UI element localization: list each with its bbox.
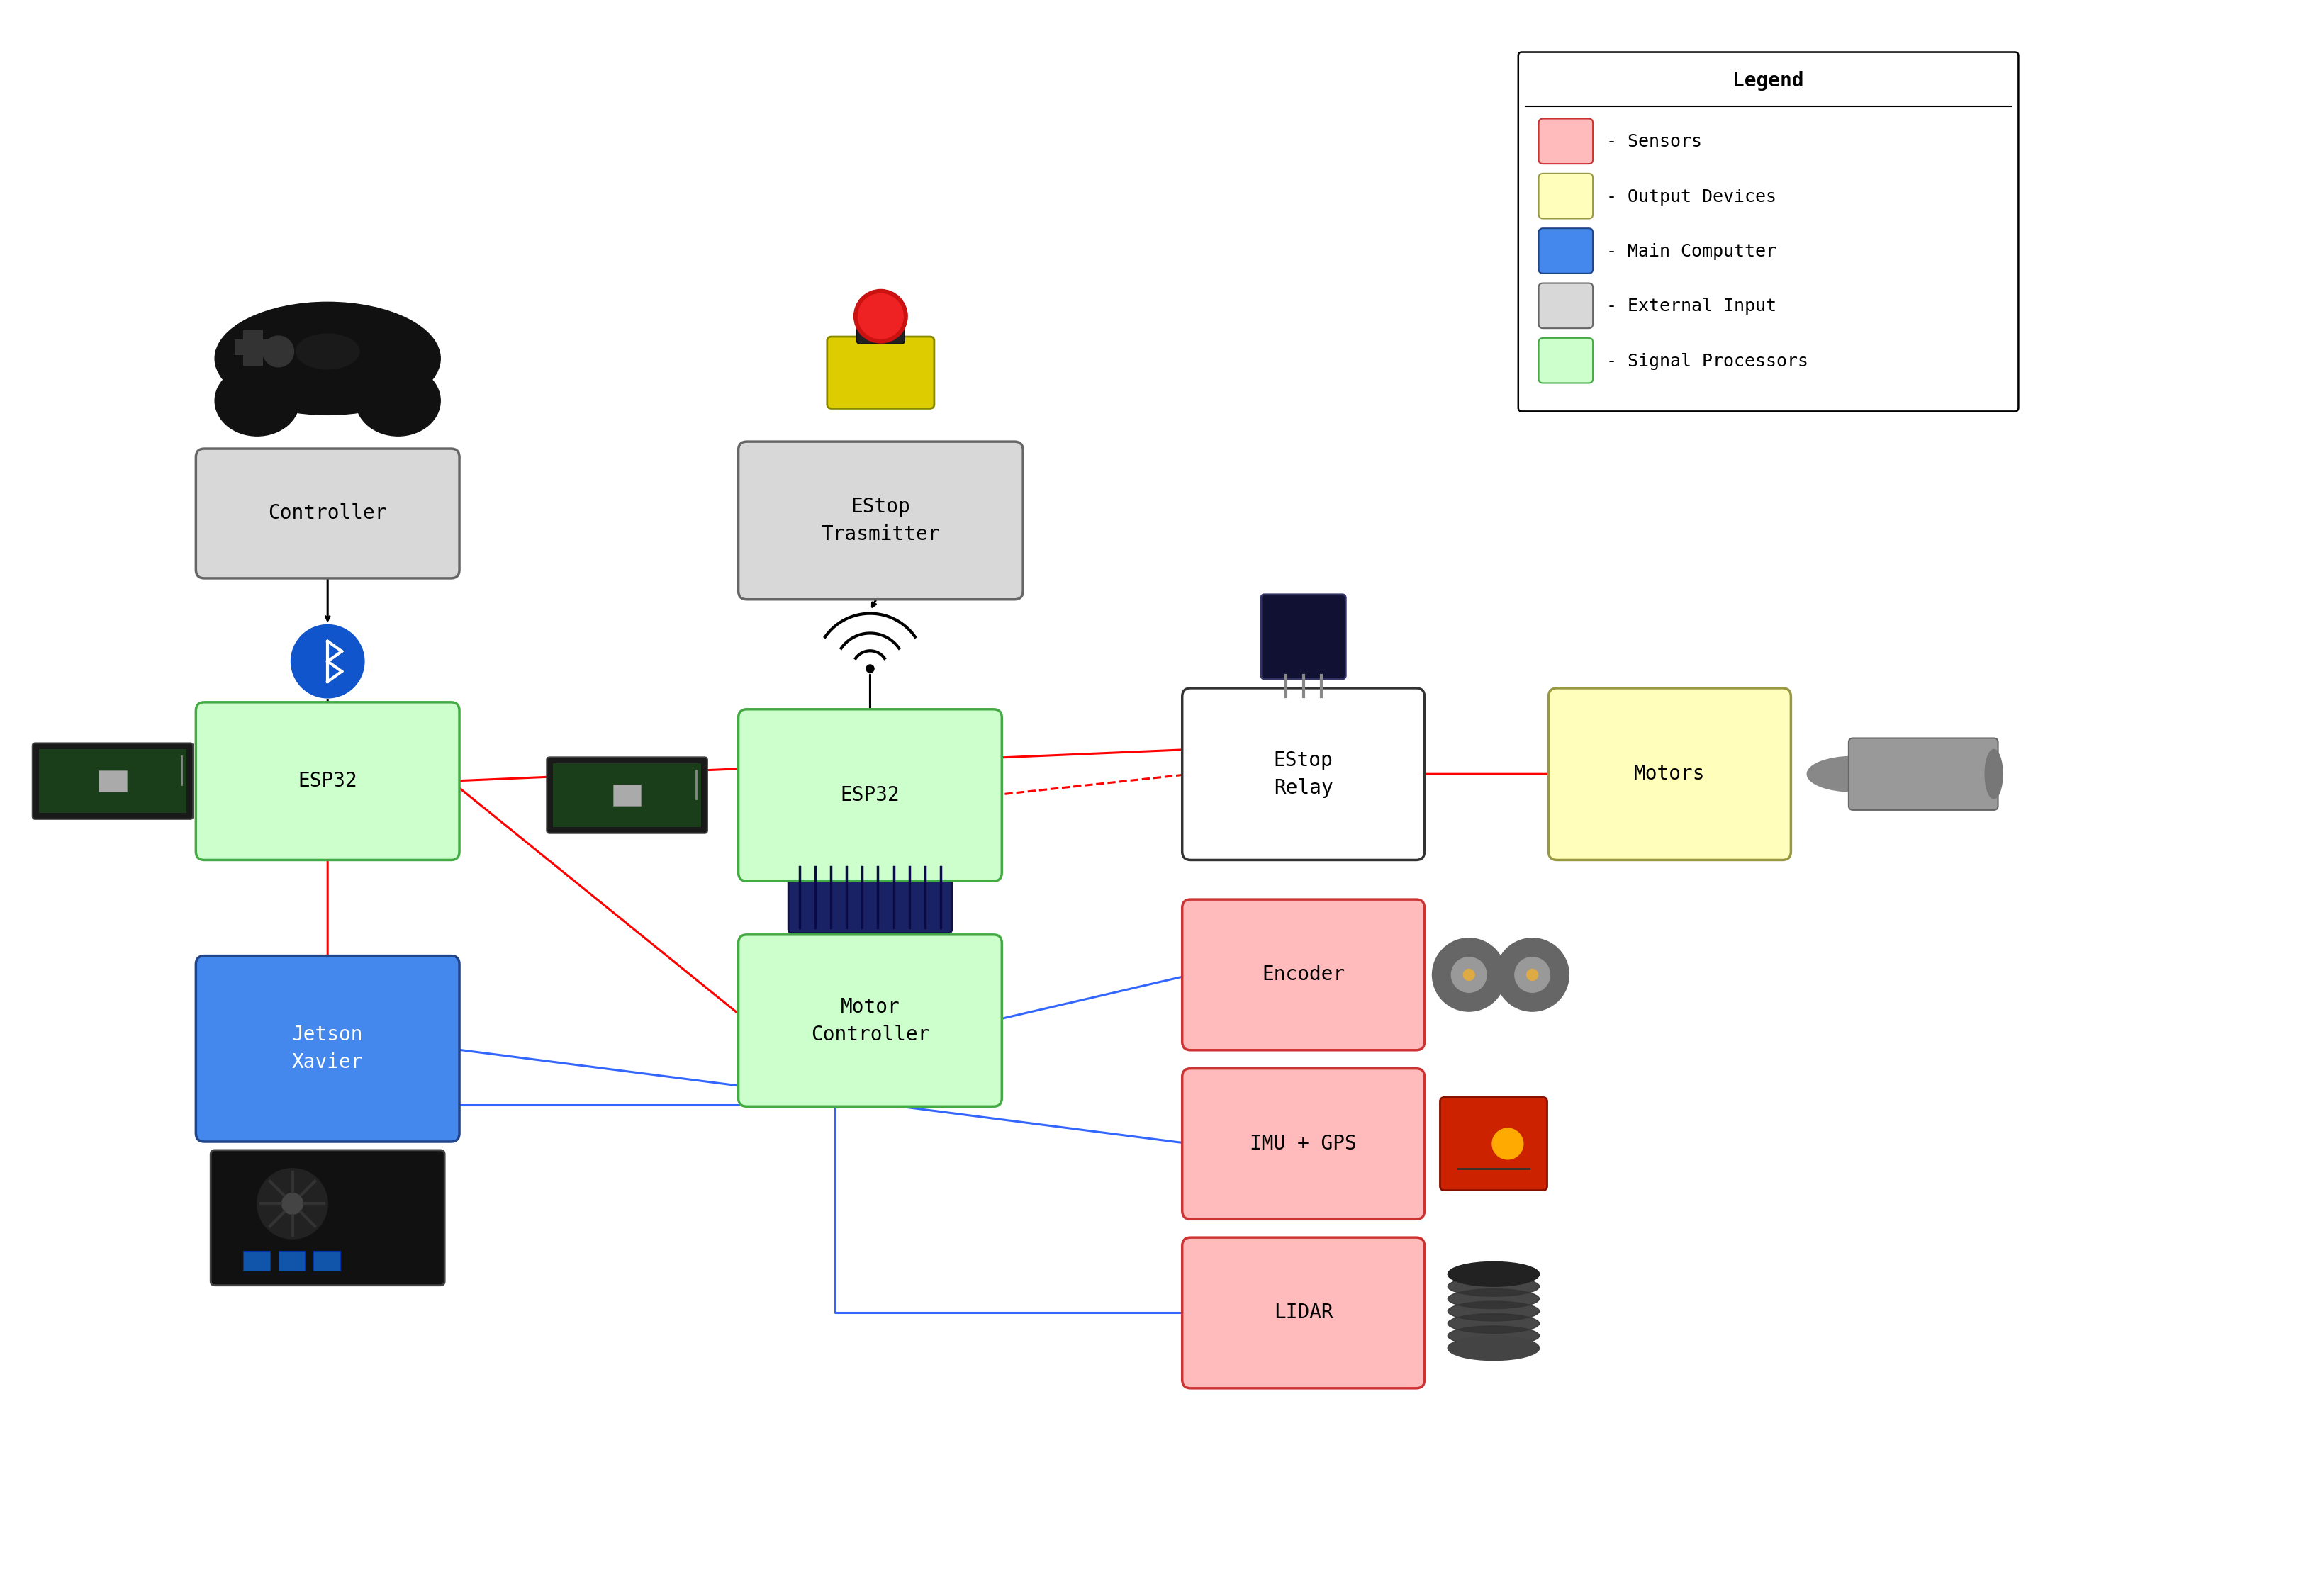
- FancyBboxPatch shape: [1183, 900, 1424, 1050]
- Circle shape: [1491, 1128, 1523, 1159]
- Circle shape: [1452, 958, 1486, 993]
- FancyBboxPatch shape: [212, 1151, 444, 1285]
- Text: EStop
Trasmitter: EStop Trasmitter: [821, 496, 941, 544]
- FancyBboxPatch shape: [548, 757, 706, 833]
- Text: ESP32: ESP32: [297, 771, 357, 792]
- FancyBboxPatch shape: [1539, 118, 1592, 164]
- Ellipse shape: [1806, 757, 1898, 792]
- Ellipse shape: [357, 365, 439, 436]
- FancyBboxPatch shape: [1183, 1237, 1424, 1389]
- Circle shape: [262, 335, 295, 367]
- FancyBboxPatch shape: [739, 442, 1024, 600]
- Text: Motors: Motors: [1634, 764, 1705, 784]
- Text: - Sensors: - Sensors: [1606, 134, 1703, 150]
- Ellipse shape: [1986, 750, 2002, 798]
- Circle shape: [1514, 958, 1551, 993]
- Text: EStop
Relay: EStop Relay: [1275, 750, 1332, 798]
- Ellipse shape: [1447, 1277, 1539, 1296]
- FancyBboxPatch shape: [1440, 1098, 1546, 1191]
- Circle shape: [854, 289, 907, 343]
- FancyBboxPatch shape: [1539, 174, 1592, 219]
- Ellipse shape: [1447, 1314, 1539, 1333]
- Text: Encoder: Encoder: [1261, 966, 1344, 985]
- FancyBboxPatch shape: [826, 337, 934, 409]
- Circle shape: [290, 624, 364, 697]
- Text: Motor
Controller: Motor Controller: [810, 998, 930, 1044]
- FancyBboxPatch shape: [1519, 53, 2018, 412]
- Circle shape: [1496, 938, 1569, 1012]
- Text: - Signal Processors: - Signal Processors: [1606, 353, 1809, 370]
- Text: Controller: Controller: [269, 503, 387, 523]
- Ellipse shape: [214, 365, 299, 436]
- FancyBboxPatch shape: [99, 771, 127, 792]
- Ellipse shape: [214, 302, 439, 415]
- FancyBboxPatch shape: [612, 785, 642, 806]
- Ellipse shape: [1447, 1262, 1539, 1286]
- Circle shape: [858, 294, 904, 338]
- Text: ESP32: ESP32: [840, 785, 900, 804]
- FancyBboxPatch shape: [1539, 338, 1592, 383]
- FancyBboxPatch shape: [1539, 282, 1592, 329]
- Text: Jetson
Xavier: Jetson Xavier: [292, 1025, 364, 1073]
- Ellipse shape: [1447, 1337, 1539, 1358]
- FancyBboxPatch shape: [552, 763, 702, 827]
- FancyBboxPatch shape: [1261, 594, 1346, 678]
- Circle shape: [1463, 969, 1475, 980]
- Circle shape: [1526, 969, 1537, 980]
- FancyBboxPatch shape: [856, 318, 904, 343]
- Ellipse shape: [297, 334, 359, 369]
- Circle shape: [258, 1168, 327, 1238]
- Text: - External Input: - External Input: [1606, 298, 1776, 314]
- FancyBboxPatch shape: [244, 1251, 269, 1270]
- FancyBboxPatch shape: [1183, 1068, 1424, 1219]
- FancyBboxPatch shape: [39, 750, 186, 812]
- Ellipse shape: [1447, 1264, 1539, 1285]
- FancyBboxPatch shape: [1848, 737, 1997, 811]
- FancyBboxPatch shape: [1549, 688, 1790, 860]
- FancyBboxPatch shape: [1183, 688, 1424, 860]
- FancyBboxPatch shape: [196, 702, 460, 860]
- FancyBboxPatch shape: [32, 744, 193, 819]
- FancyBboxPatch shape: [1539, 228, 1592, 273]
- FancyBboxPatch shape: [278, 1251, 306, 1270]
- Text: IMU + GPS: IMU + GPS: [1249, 1133, 1358, 1154]
- FancyBboxPatch shape: [196, 956, 460, 1141]
- Circle shape: [281, 1194, 304, 1215]
- Text: - Main Computter: - Main Computter: [1606, 243, 1776, 260]
- Circle shape: [1431, 938, 1505, 1012]
- FancyBboxPatch shape: [313, 1251, 341, 1270]
- FancyBboxPatch shape: [235, 340, 272, 354]
- FancyBboxPatch shape: [196, 448, 460, 578]
- Ellipse shape: [1447, 1301, 1539, 1321]
- FancyBboxPatch shape: [739, 935, 1001, 1106]
- FancyBboxPatch shape: [739, 709, 1001, 881]
- Ellipse shape: [1447, 1336, 1539, 1360]
- Ellipse shape: [1447, 1290, 1539, 1309]
- Text: Legend: Legend: [1733, 72, 1804, 91]
- FancyBboxPatch shape: [244, 330, 262, 365]
- FancyBboxPatch shape: [789, 854, 953, 934]
- Ellipse shape: [1447, 1326, 1539, 1345]
- Text: - Output Devices: - Output Devices: [1606, 188, 1776, 206]
- Text: LIDAR: LIDAR: [1275, 1302, 1332, 1323]
